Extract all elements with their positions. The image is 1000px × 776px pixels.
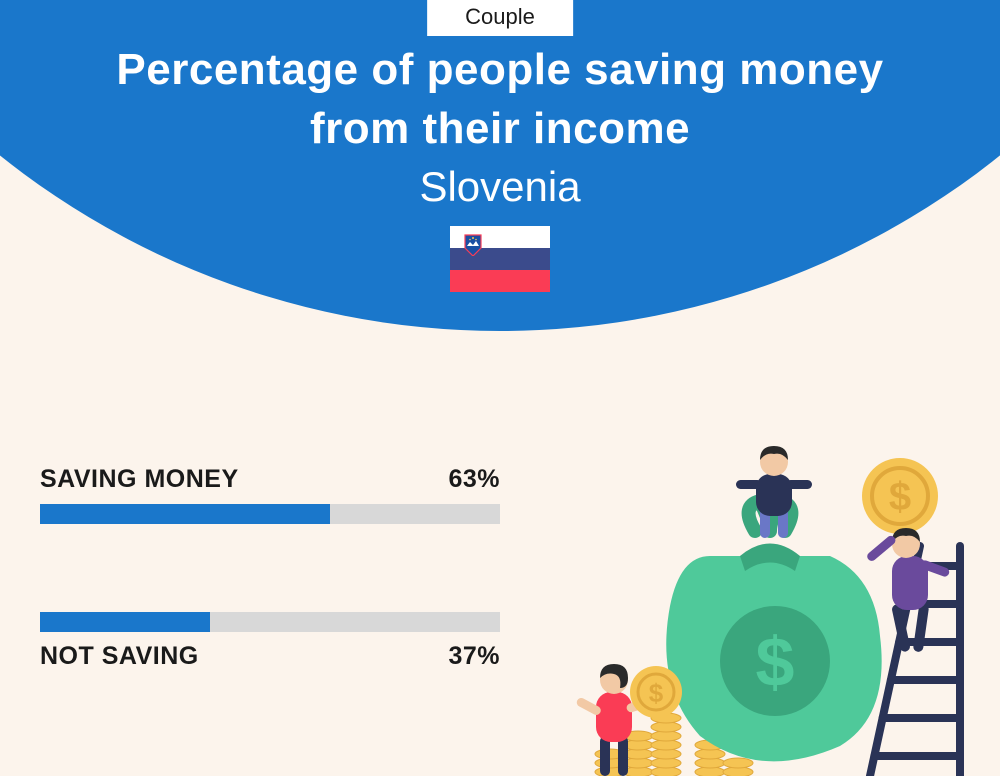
category-tag: Couple	[427, 0, 573, 36]
coin-icon: $	[630, 666, 682, 718]
bar-saving: SAVING MONEY 63%	[40, 465, 500, 524]
flag-crest-icon	[464, 234, 482, 256]
bar-track	[40, 612, 500, 632]
bar-value: 63%	[448, 465, 500, 494]
svg-text:$: $	[649, 678, 664, 708]
country-name: Slovenia	[0, 163, 1000, 211]
bar-value: 37%	[448, 642, 500, 671]
flag-stripe-bot	[450, 270, 550, 292]
svg-text:$: $	[889, 475, 911, 519]
bar-not-saving: NOT SAVING 37%	[40, 612, 500, 671]
svg-text:$: $	[756, 623, 795, 701]
coin-icon: $	[862, 458, 938, 534]
bar-fill	[40, 612, 210, 632]
money-illustration: $ $ $	[560, 436, 980, 776]
bar-track	[40, 504, 500, 524]
header: Percentage of people saving money from t…	[0, 40, 1000, 211]
title-line-2: from their income	[0, 99, 1000, 158]
bar-label: NOT SAVING	[40, 642, 199, 671]
bar-chart: SAVING MONEY 63% NOT SAVING 37%	[40, 465, 500, 759]
bar-fill	[40, 504, 330, 524]
flag-slovenia	[450, 226, 550, 292]
bar-label: SAVING MONEY	[40, 465, 239, 494]
title-line-1: Percentage of people saving money	[0, 40, 1000, 99]
money-bag-icon: $	[666, 501, 881, 761]
